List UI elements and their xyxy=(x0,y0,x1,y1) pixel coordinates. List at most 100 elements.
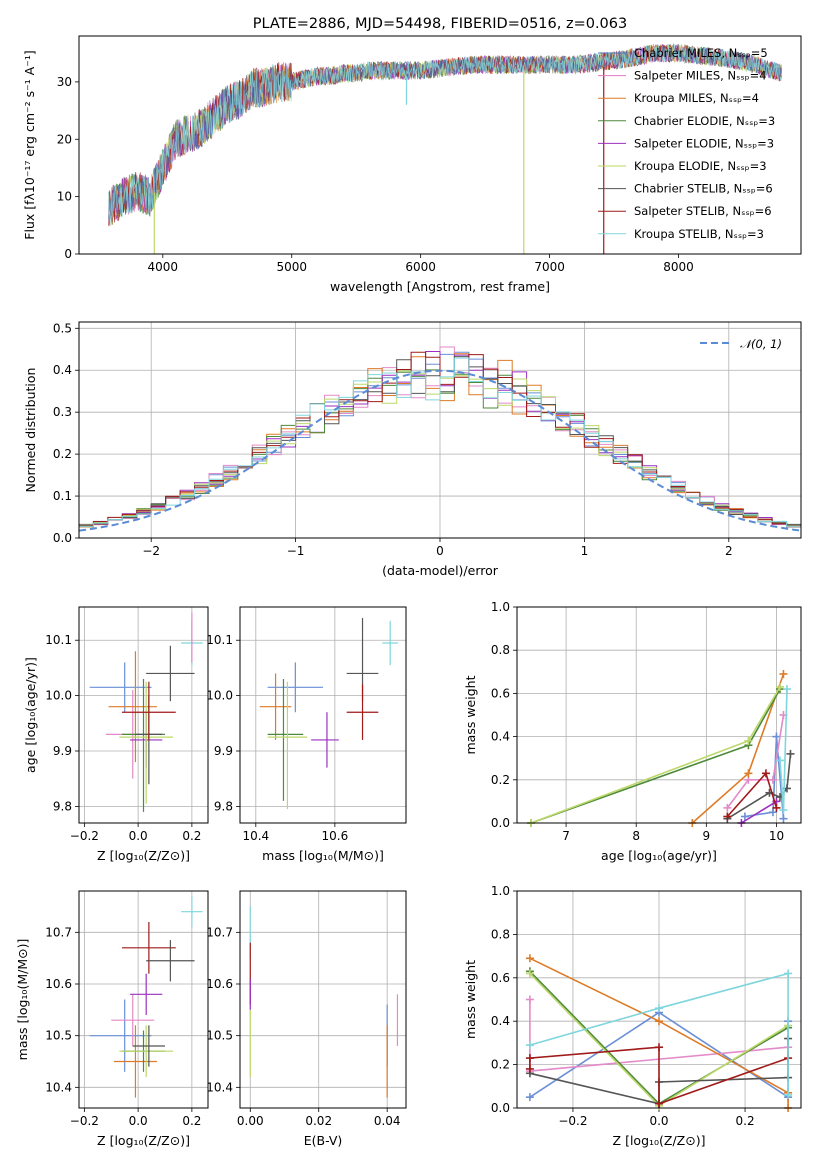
y-tick-label: 10.0 xyxy=(206,689,233,703)
weight-marker xyxy=(744,736,753,745)
x-tick-label: 0.2 xyxy=(736,1114,755,1128)
y-axis-label: mass weight xyxy=(463,675,478,754)
y-tick-label: 20 xyxy=(57,132,72,146)
x-tick-label: 0.0 xyxy=(129,1114,148,1128)
y-tick-label: 10.7 xyxy=(45,925,72,939)
y-tick-label: 9.8 xyxy=(53,799,72,813)
x-tick-label: 1 xyxy=(581,544,589,558)
weight-line-5 xyxy=(740,800,777,824)
x-tick-label: 8000 xyxy=(663,260,694,274)
legend-label: Salpeter STELIB, Nₛₛₚ=6 xyxy=(634,204,772,218)
x-tick-label: 0.0 xyxy=(129,829,148,843)
legend-label: Salpeter MILES, Nₛₛₚ=4 xyxy=(634,69,767,83)
weight-marker xyxy=(786,749,795,758)
weight-marker xyxy=(525,1041,534,1050)
y-tick-label: 10.0 xyxy=(45,689,72,703)
age-vs-mass-plot-area xyxy=(240,607,406,823)
y-tick-label: 10.5 xyxy=(45,1029,72,1043)
weight-marker xyxy=(655,1004,663,1013)
y-tick-label: 10.4 xyxy=(45,1080,72,1094)
weight-marker xyxy=(782,685,791,694)
y-tick-label: 0.2 xyxy=(53,447,72,461)
normal-reference-curve xyxy=(78,369,802,532)
hist-step-9 xyxy=(79,357,801,528)
axes-frame xyxy=(516,606,802,824)
y-axis-label: age [log₁₀(age/yr)] xyxy=(23,657,38,773)
y-tick-label: 9.8 xyxy=(214,799,233,813)
axes-frame xyxy=(78,606,209,824)
errorbar-point xyxy=(146,645,195,702)
x-axis-label: Z [log₁₀(Z/Z⊙)] xyxy=(97,848,190,863)
weight-marker xyxy=(768,775,777,784)
mass-vs-EBV-plot-area xyxy=(240,891,406,1108)
x-axis-label: wavelength [Angstrom, rest frame] xyxy=(330,279,550,294)
y-axis-label: mass [log₁₀(M/M⊙)] xyxy=(15,939,30,1061)
x-axis-label: mass [log₁₀(M/M⊙)] xyxy=(262,848,384,863)
y-tick-label: 10.6 xyxy=(206,977,233,991)
weight-marker xyxy=(779,669,788,678)
x-tick-label: 9 xyxy=(703,829,711,843)
weight-marker xyxy=(655,1017,663,1026)
x-tick-label: 6000 xyxy=(405,260,436,274)
x-tick-label: 0.0 xyxy=(649,1114,668,1128)
mass-vs-Z-plot-area xyxy=(79,891,208,1108)
weight-marker xyxy=(761,769,770,778)
weight-marker xyxy=(525,969,534,978)
x-axis-label: Z [log₁₀(Z/Z⊙)] xyxy=(613,1133,706,1148)
legend-label: Kroupa STELIB, Nₛₛₚ=3 xyxy=(634,227,764,241)
y-tick-label: 10.1 xyxy=(206,633,233,647)
mass-weight-vs-age-plot-area xyxy=(517,606,801,824)
errorbar-point xyxy=(119,1025,174,1077)
y-tick-label: 0.1 xyxy=(53,489,72,503)
spectrum-line-1 xyxy=(108,44,783,221)
y-tick-label: 30 xyxy=(57,75,72,89)
x-tick-label: 0.04 xyxy=(374,1114,401,1128)
y-tick-label: 0.2 xyxy=(491,773,510,787)
errorbar-point xyxy=(89,662,152,713)
y-tick-label: 0.0 xyxy=(491,816,510,830)
legend-label: 𝒩(0, 1) xyxy=(740,337,782,351)
errorbar-point xyxy=(311,712,339,768)
weight-line-3 xyxy=(529,957,789,1108)
weight-line-8 xyxy=(529,972,789,1095)
errorbar-point xyxy=(132,1025,165,1067)
spectrum-line-9 xyxy=(108,44,783,224)
errorbar-point xyxy=(122,681,176,740)
x-tick-label: 7000 xyxy=(534,260,565,274)
weight-marker xyxy=(655,1099,663,1108)
x-tick-label: −0.2 xyxy=(70,1114,99,1128)
errorbar-point xyxy=(267,679,304,801)
y-tick-label: 0.0 xyxy=(53,531,72,545)
x-tick-label: 7 xyxy=(562,829,570,843)
weight-marker xyxy=(775,756,784,765)
axes-frame xyxy=(239,606,407,824)
weight-marker xyxy=(784,969,793,978)
y-tick-label: 1.0 xyxy=(491,600,510,614)
y-tick-label: 10.7 xyxy=(206,925,233,939)
x-tick-label: 10.4 xyxy=(242,829,269,843)
weight-marker xyxy=(723,812,732,821)
y-tick-label: 0.6 xyxy=(491,686,510,700)
x-tick-label: −1 xyxy=(287,544,305,558)
errorbar-point xyxy=(146,940,195,982)
axes-frame xyxy=(78,890,209,1109)
y-axis-label: mass weight xyxy=(463,960,478,1039)
weight-marker xyxy=(779,806,788,815)
y-tick-label: 0.0 xyxy=(491,1101,510,1115)
y-tick-label: 9.9 xyxy=(53,744,72,758)
y-tick-label: 0.8 xyxy=(491,927,510,941)
x-tick-label: −0.2 xyxy=(70,829,99,843)
weight-marker xyxy=(772,803,781,812)
axes-frame xyxy=(516,890,802,1109)
x-tick-label: 10.6 xyxy=(321,829,348,843)
x-tick-label: −2 xyxy=(142,544,160,558)
errorbar-point xyxy=(267,681,308,810)
legend-label: Kroupa MILES, Nₛₛₚ=4 xyxy=(634,91,759,105)
x-tick-label: 5000 xyxy=(276,260,307,274)
weight-marker xyxy=(775,682,784,691)
legend-label: Kroupa ELODIE, Nₛₛₚ=3 xyxy=(634,159,767,173)
errorbar-point xyxy=(89,999,152,1072)
y-tick-label: 0.4 xyxy=(491,730,510,744)
y-tick-label: 0.5 xyxy=(53,321,72,335)
